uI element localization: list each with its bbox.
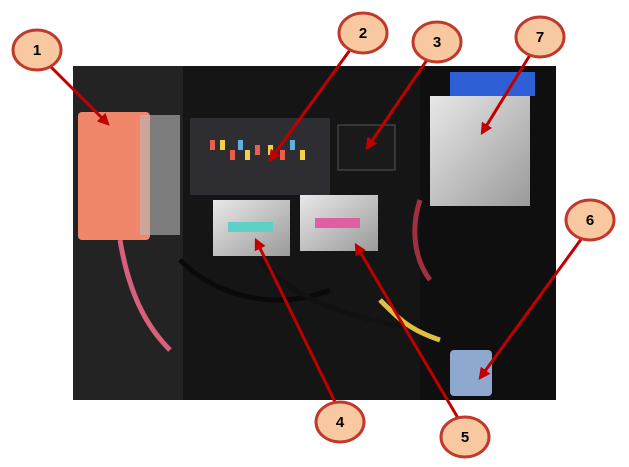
- photo: [73, 66, 556, 400]
- callout: 6: [564, 198, 616, 242]
- callout-label: 3: [433, 34, 441, 51]
- callout-label: 4: [336, 414, 345, 431]
- callout: 2: [337, 11, 389, 55]
- callout: 7: [514, 15, 566, 59]
- arrows: [48, 49, 584, 419]
- callout-label: 5: [461, 429, 469, 446]
- callout-label: 7: [536, 29, 544, 46]
- callout: 3: [411, 20, 463, 64]
- callout: 4: [314, 400, 366, 444]
- callout-label: 2: [359, 25, 367, 42]
- callout: 5: [439, 415, 491, 459]
- callout: 1: [11, 28, 63, 72]
- callout-label: 1: [33, 42, 41, 59]
- callout-label: 6: [586, 212, 594, 229]
